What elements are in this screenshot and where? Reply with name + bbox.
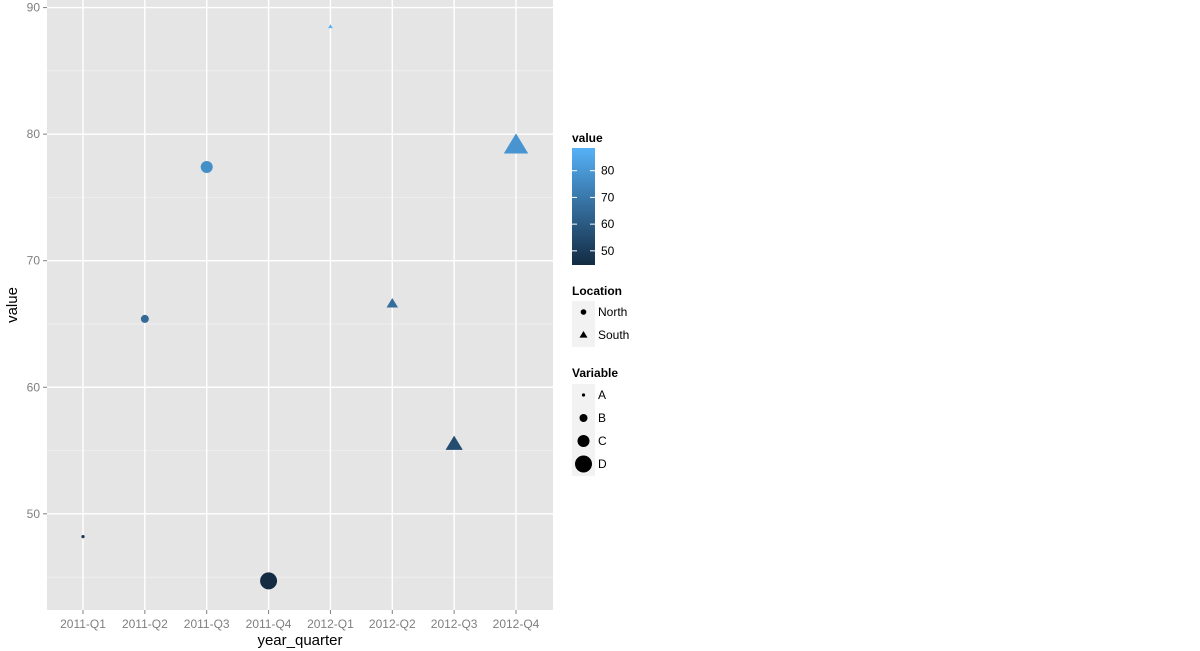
data-point [140, 314, 149, 323]
y-tick-label: 60 [27, 380, 41, 394]
legend-label: C [598, 434, 607, 448]
shape-legend: North South [572, 301, 629, 347]
data-point [503, 133, 529, 154]
legend-size-d [575, 455, 592, 473]
legend-size-c [577, 435, 590, 447]
data-point [200, 161, 213, 174]
color-bar-label: 60 [601, 217, 615, 231]
x-tick-label: 2012-Q2 [369, 617, 416, 631]
legend: value 50 60 70 80 Location North South Varia… [572, 131, 629, 476]
data-point [81, 534, 85, 539]
y-tick-label: 80 [27, 127, 41, 141]
legend-size-a [581, 393, 586, 397]
color-bar [572, 148, 595, 265]
data-point [445, 435, 463, 450]
y-tick-label: 70 [27, 254, 41, 268]
major-gridlines [47, 0, 553, 610]
legend-shape-south [579, 330, 588, 338]
x-tick-label: 2012-Q3 [431, 617, 478, 631]
y-tick-label: 50 [27, 507, 41, 521]
legend-shape-north [580, 309, 587, 315]
color-bar-label: 70 [601, 190, 615, 204]
legend-color-title: value [572, 131, 603, 145]
plot-panel [47, 0, 553, 610]
x-tick-label: 2012-Q1 [307, 617, 354, 631]
legend-size-title: Variable [572, 366, 618, 380]
x-tick-label: 2011-Q3 [184, 617, 230, 631]
x-axis: 2011-Q1 2011-Q2 2011-Q3 2011-Q4 2012-Q1 2012-… [60, 610, 540, 631]
color-bar-ticks: 50 60 70 80 [572, 164, 615, 258]
data-point [328, 24, 333, 29]
color-bar-label: 50 [601, 244, 615, 258]
legend-label: South [598, 328, 629, 342]
legend-label: North [598, 305, 627, 319]
legend-shape-title: Location [572, 284, 622, 298]
legend-size-b [579, 414, 588, 422]
y-axis-title: value [4, 287, 21, 323]
minor-gridlines [47, 70, 553, 578]
data-points [81, 24, 529, 590]
legend-label: A [598, 388, 606, 402]
color-bar-label: 80 [601, 164, 615, 178]
y-tick-label: 90 [27, 1, 41, 15]
x-tick-label: 2011-Q1 [60, 617, 106, 631]
x-axis-title: year_quarter [257, 632, 342, 649]
x-tick-label: 2011-Q2 [122, 617, 168, 631]
data-point [386, 297, 399, 308]
y-axis: 50 60 70 80 90 [27, 1, 47, 521]
x-tick-label: 2011-Q4 [246, 617, 292, 631]
legend-label: B [598, 411, 606, 425]
x-tick-label: 2012-Q4 [493, 617, 540, 631]
data-point [260, 572, 278, 590]
legend-label: D [598, 457, 607, 471]
